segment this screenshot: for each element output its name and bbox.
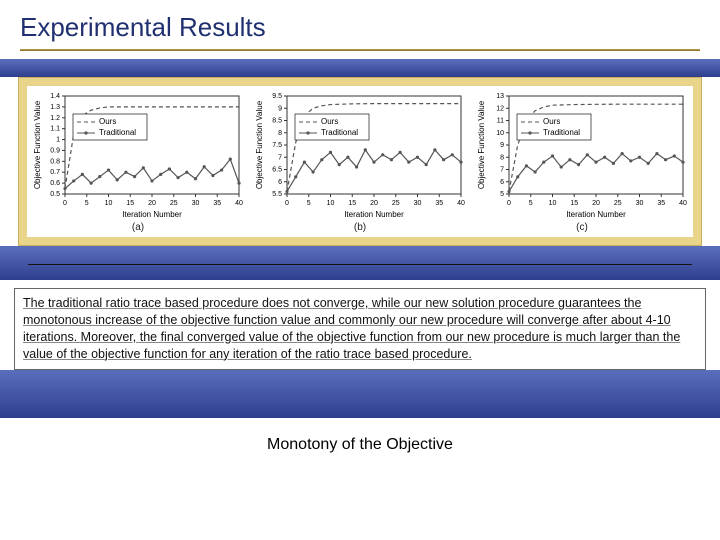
blue-band-bottom: [0, 370, 720, 418]
svg-text:1.2: 1.2: [50, 115, 60, 122]
svg-text:20: 20: [592, 200, 600, 207]
svg-text:10: 10: [105, 200, 113, 207]
chart-a-svg: 0.5 0.6 0.7 0.8 0.9 1 1.1 1.2 1.3 1.4 0 5 10 15 20 25 30…: [31, 90, 245, 220]
svg-text:0: 0: [285, 200, 289, 207]
svg-text:1.1: 1.1: [50, 126, 60, 133]
svg-text:25: 25: [392, 200, 400, 207]
svg-text:35: 35: [657, 200, 665, 207]
svg-text:5: 5: [529, 200, 533, 207]
svg-text:Iteration Number: Iteration Number: [344, 210, 404, 219]
svg-text:0.8: 0.8: [50, 158, 60, 165]
svg-text:8: 8: [500, 154, 504, 161]
chart-a-label: (a): [132, 222, 144, 233]
svg-text:0: 0: [63, 200, 67, 207]
svg-text:12: 12: [496, 105, 504, 112]
title-region: Experimental Results: [0, 0, 720, 59]
svg-text:9: 9: [500, 142, 504, 149]
svg-text:9: 9: [278, 105, 282, 112]
svg-text:30: 30: [414, 200, 422, 207]
svg-text:7: 7: [278, 154, 282, 161]
svg-text:8: 8: [278, 130, 282, 137]
svg-text:10: 10: [327, 200, 335, 207]
svg-text:5: 5: [307, 200, 311, 207]
svg-text:25: 25: [170, 200, 178, 207]
chart-b-label: (b): [354, 222, 366, 233]
blue-band-top: [0, 59, 720, 77]
svg-text:40: 40: [235, 200, 243, 207]
svg-text:6.5: 6.5: [272, 167, 282, 174]
svg-text:Traditional: Traditional: [321, 128, 358, 137]
svg-text:Ours: Ours: [543, 117, 560, 126]
svg-text:Objective Function Value: Objective Function Value: [255, 100, 264, 189]
svg-text:15: 15: [348, 200, 356, 207]
svg-text:1: 1: [56, 137, 60, 144]
svg-text:5: 5: [85, 200, 89, 207]
svg-text:11: 11: [497, 118, 504, 125]
svg-text:35: 35: [435, 200, 443, 207]
footer-region: Monotony of the Objective: [0, 418, 720, 480]
svg-text:0: 0: [507, 200, 511, 207]
svg-text:1.3: 1.3: [50, 104, 60, 111]
svg-text:13: 13: [496, 93, 504, 100]
charts-panel: 0.50.60.70.80.911.11.21.31.4051015202530…: [18, 77, 702, 246]
svg-text:7.5: 7.5: [272, 142, 282, 149]
svg-text:Traditional: Traditional: [543, 128, 580, 137]
svg-text:40: 40: [679, 200, 687, 207]
caption-text: The traditional ratio trace based proced…: [23, 295, 697, 363]
svg-text:5: 5: [500, 191, 504, 198]
svg-text:6: 6: [278, 179, 282, 186]
chart-b-svg: 5.5 6 6.5 7 7.5 8 8.5 9 9.5 0 5 10 15 20 25 30 35 40 Itera…: [253, 90, 467, 220]
svg-text:10: 10: [549, 200, 557, 207]
chart-b: 5.5 6 6.5 7 7.5 8 8.5 9 9.5 0 5 10 15 20 25 30 35 40 Itera…: [253, 90, 467, 233]
svg-text:8.5: 8.5: [272, 118, 282, 125]
svg-text:9.5: 9.5: [272, 93, 282, 100]
svg-text:30: 30: [636, 200, 644, 207]
svg-text:0.9: 0.9: [50, 147, 60, 154]
footer-text: Monotony of the Objective: [267, 436, 453, 453]
chart-a: 0.5 0.6 0.7 0.8 0.9 1 1.1 1.2 1.3 1.4 0 5 10 15 20 25 30…: [31, 90, 245, 233]
chart-c-label: (c): [576, 222, 588, 233]
svg-text:Traditional: Traditional: [99, 128, 136, 137]
svg-text:40: 40: [457, 200, 465, 207]
svg-text:6: 6: [500, 179, 504, 186]
svg-text:15: 15: [570, 200, 578, 207]
chart-c: 56789101112130510152025303540Iteration N…: [475, 90, 689, 233]
charts-row: 0.50.60.70.80.911.11.21.31.4051015202530…: [27, 86, 693, 237]
svg-text:0.7: 0.7: [50, 169, 60, 176]
svg-text:0.5: 0.5: [50, 191, 60, 198]
slide-title: Experimental Results: [20, 12, 700, 43]
blue-band-mid: [0, 246, 720, 280]
svg-text:20: 20: [370, 200, 378, 207]
svg-text:0.6: 0.6: [50, 180, 60, 187]
svg-text:7: 7: [500, 167, 504, 174]
svg-text:25: 25: [614, 200, 622, 207]
svg-text:1.4: 1.4: [50, 93, 60, 100]
chart-c-svg: 56789101112130510152025303540Iteration N…: [475, 90, 689, 220]
svg-text:30: 30: [192, 200, 200, 207]
svg-text:5.5: 5.5: [272, 191, 282, 198]
svg-text:35: 35: [213, 200, 221, 207]
svg-text:Ours: Ours: [321, 117, 338, 126]
svg-text:20: 20: [148, 200, 156, 207]
svg-text:Ours: Ours: [99, 117, 116, 126]
divider-line: [28, 264, 692, 265]
svg-text:15: 15: [126, 200, 134, 207]
svg-text:Objective Function Value: Objective Function Value: [33, 100, 42, 189]
caption-box: The traditional ratio trace based proced…: [14, 288, 706, 370]
svg-text:10: 10: [496, 130, 504, 137]
svg-text:Objective Function Value: Objective Function Value: [477, 100, 486, 189]
title-underline: [20, 49, 700, 51]
svg-text:Iteration Number: Iteration Number: [566, 210, 626, 219]
svg-text:Iteration Number: Iteration Number: [122, 210, 182, 219]
